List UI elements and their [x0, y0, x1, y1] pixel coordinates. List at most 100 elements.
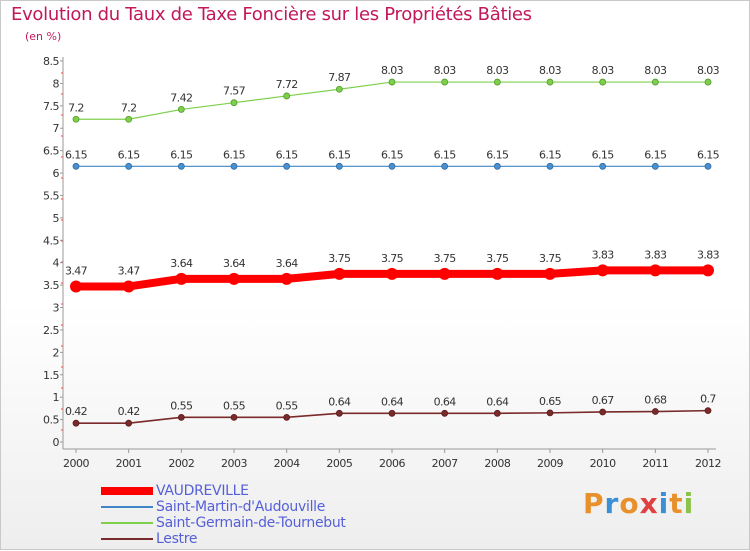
data-label-vaudreville: 3.75	[434, 252, 457, 265]
data-point-saint-martin-d-audouville	[546, 162, 554, 170]
data-point-lestre	[125, 419, 133, 427]
y-tick-label: 5.5	[43, 189, 59, 202]
y-tick-label: 4.5	[43, 234, 59, 247]
data-label-saint-martin-d-audouville: 6.15	[65, 148, 88, 161]
data-point-saint-martin-d-audouville	[283, 162, 291, 170]
data-label-lestre: 0.64	[434, 395, 457, 408]
data-label-vaudreville: 3.75	[486, 252, 509, 265]
data-point-vaudreville	[702, 264, 714, 277]
data-point-saint-germain-de-tournebut	[335, 85, 343, 93]
data-label-saint-germain-de-tournebut: 7.2	[121, 101, 137, 114]
data-point-vaudreville	[438, 267, 451, 280]
data-label-lestre: 0.55	[276, 399, 299, 412]
data-label-lestre: 0.55	[223, 399, 246, 412]
y-tick-label: 1	[53, 391, 60, 404]
data-label-saint-martin-d-audouville: 6.15	[539, 148, 562, 161]
x-tick-label: 2007	[432, 457, 458, 470]
data-point-lestre	[230, 413, 238, 421]
logo-letter: r	[604, 487, 620, 520]
data-label-saint-martin-d-audouville: 6.15	[381, 148, 404, 161]
logo-letter: i	[658, 487, 670, 520]
data-label-saint-martin-d-audouville: 6.15	[170, 148, 193, 161]
data-point-saint-germain-de-tournebut	[599, 78, 607, 86]
data-label-saint-martin-d-audouville: 6.15	[276, 148, 299, 161]
data-label-vaudreville: 3.75	[381, 252, 404, 265]
y-tick-label: 7	[53, 122, 60, 135]
logo-letter: P	[583, 487, 605, 520]
data-point-saint-germain-de-tournebut	[283, 92, 291, 100]
data-point-saint-germain-de-tournebut	[651, 78, 659, 86]
data-label-vaudreville: 3.64	[276, 257, 299, 270]
data-point-vaudreville	[596, 264, 609, 277]
data-point-saint-martin-d-audouville	[177, 162, 185, 170]
data-point-vaudreville	[175, 272, 188, 285]
data-label-saint-martin-d-audouville: 6.15	[486, 148, 509, 161]
data-point-saint-germain-de-tournebut	[72, 115, 80, 123]
data-label-vaudreville: 3.64	[223, 257, 246, 270]
logo-letter: o	[619, 487, 640, 520]
data-label-lestre: 0.64	[381, 395, 404, 408]
data-label-vaudreville: 3.75	[539, 252, 562, 265]
data-label-saint-germain-de-tournebut: 7.72	[276, 78, 298, 91]
logo-letter: t	[669, 487, 684, 520]
chart-title: Evolution du Taux de Taxe Foncière sur l…	[11, 4, 532, 25]
data-point-vaudreville	[386, 267, 398, 280]
data-label-vaudreville: 3.47	[118, 264, 141, 277]
data-label-lestre: 0.42	[118, 405, 140, 418]
data-point-saint-martin-d-audouville	[335, 162, 343, 170]
x-tick-label: 2003	[221, 457, 247, 470]
data-label-lestre: 0.64	[486, 395, 509, 408]
data-point-vaudreville	[70, 280, 82, 293]
y-tick-label: 0	[53, 436, 60, 449]
data-label-vaudreville: 3.47	[65, 264, 88, 277]
data-label-vaudreville: 3.64	[170, 257, 193, 270]
y-tick-label: 8	[53, 77, 60, 90]
data-label-saint-germain-de-tournebut: 7.42	[170, 91, 192, 104]
data-label-lestre: 0.55	[170, 399, 193, 412]
data-point-lestre	[599, 408, 607, 416]
data-point-lestre	[177, 413, 185, 421]
data-point-saint-germain-de-tournebut	[230, 99, 238, 107]
data-point-lestre	[493, 409, 501, 417]
legend-label: Saint-Germain-de-Tournebut	[156, 515, 346, 531]
data-point-vaudreville	[333, 267, 346, 280]
data-label-saint-germain-de-tournebut: 7.87	[328, 71, 351, 84]
data-point-saint-martin-d-audouville	[493, 162, 501, 170]
data-point-saint-martin-d-audouville	[388, 162, 396, 170]
data-label-saint-martin-d-audouville: 6.15	[328, 148, 351, 161]
legend-label: Lestre	[156, 531, 198, 547]
y-tick-label: 7.5	[43, 100, 59, 113]
data-label-vaudreville: 3.75	[328, 252, 351, 265]
data-label-saint-martin-d-audouville: 6.15	[592, 148, 615, 161]
y-tick-label: 1.5	[43, 369, 59, 382]
data-point-vaudreville	[122, 280, 135, 293]
y-tick-label: 0.5	[43, 414, 59, 427]
data-point-saint-germain-de-tournebut	[388, 78, 396, 86]
data-label-saint-germain-de-tournebut: 8.03	[697, 64, 720, 77]
data-point-vaudreville	[228, 272, 240, 285]
proxiti-logo: Proxiti	[583, 487, 694, 520]
data-point-lestre	[546, 409, 554, 417]
y-tick-label: 6.5	[43, 145, 59, 158]
data-label-saint-germain-de-tournebut: 8.03	[644, 64, 667, 77]
x-tick-label: 2002	[168, 457, 194, 470]
data-point-saint-martin-d-audouville	[599, 162, 607, 170]
x-tick-label: 2009	[537, 457, 563, 470]
data-point-vaudreville	[649, 264, 662, 277]
data-point-saint-martin-d-audouville	[125, 162, 133, 170]
data-label-saint-germain-de-tournebut: 8.03	[592, 64, 615, 77]
legend-swatch	[101, 522, 153, 524]
data-point-lestre	[704, 407, 712, 415]
data-label-saint-martin-d-audouville: 6.15	[644, 148, 667, 161]
x-tick-label: 2006	[379, 457, 405, 470]
data-point-vaudreville	[280, 272, 293, 285]
data-label-saint-martin-d-audouville: 6.15	[434, 148, 457, 161]
x-tick-label: 2012	[695, 457, 721, 470]
data-point-lestre	[335, 409, 343, 417]
data-point-saint-martin-d-audouville	[704, 162, 712, 170]
data-point-lestre	[72, 419, 80, 427]
data-label-saint-germain-de-tournebut: 8.03	[539, 64, 562, 77]
data-label-lestre: 0.67	[592, 394, 615, 407]
data-label-saint-germain-de-tournebut: 7.57	[223, 85, 246, 98]
data-label-lestre: 0.42	[65, 405, 87, 418]
